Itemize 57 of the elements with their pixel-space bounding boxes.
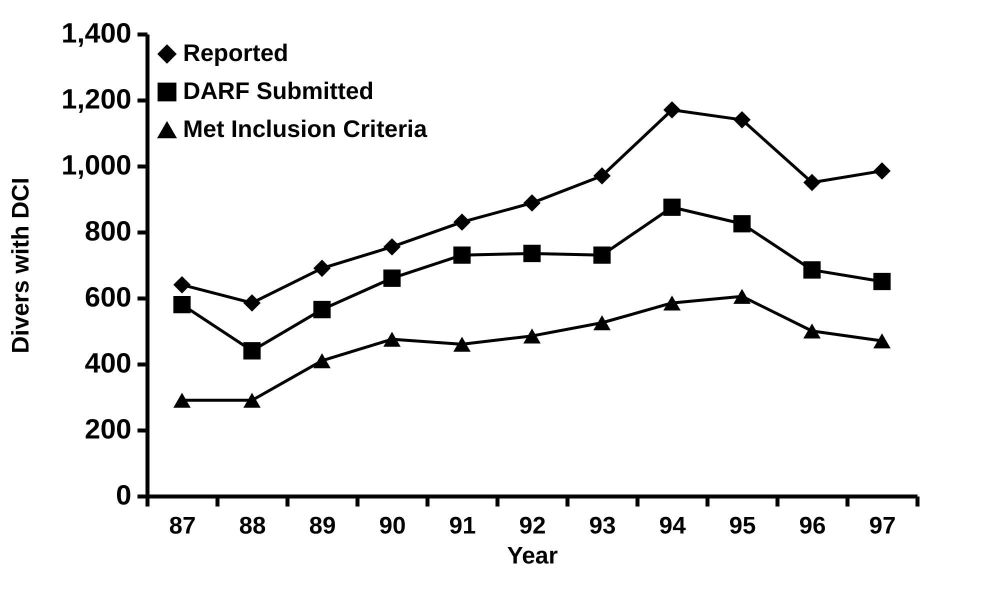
y-tick-label: 1,200 bbox=[61, 84, 132, 114]
point bbox=[803, 261, 821, 279]
y-tick-label: 1,400 bbox=[61, 18, 132, 48]
point bbox=[523, 244, 541, 262]
x-tick-label: 95 bbox=[729, 512, 756, 540]
y-tick-label: 1,000 bbox=[61, 150, 132, 180]
point bbox=[173, 392, 191, 408]
x-tick-label: 97 bbox=[869, 512, 896, 540]
legend-label: Reported bbox=[183, 40, 288, 67]
point bbox=[733, 215, 751, 232]
point bbox=[733, 288, 751, 304]
point bbox=[313, 300, 331, 318]
point bbox=[383, 270, 401, 287]
x-tick-label: 94 bbox=[659, 512, 686, 540]
point bbox=[383, 238, 401, 256]
point bbox=[593, 315, 611, 330]
point bbox=[873, 162, 891, 180]
y-axis-title: Divers with DCI bbox=[7, 177, 34, 354]
y-tick-label: 800 bbox=[84, 216, 132, 246]
point bbox=[313, 260, 331, 277]
point bbox=[453, 246, 471, 264]
x-tick-label: 87 bbox=[169, 512, 196, 540]
legend-label: DARF Submitted bbox=[183, 78, 374, 105]
x-tick-label: 89 bbox=[309, 512, 336, 540]
point bbox=[243, 392, 261, 408]
point bbox=[733, 111, 751, 128]
x-tick-label: 88 bbox=[239, 512, 266, 540]
x-tick-label: 93 bbox=[589, 512, 616, 540]
point bbox=[173, 296, 191, 314]
y-tick-label: 600 bbox=[84, 282, 132, 312]
point bbox=[243, 294, 261, 312]
y-tick-label: 400 bbox=[84, 348, 132, 378]
point bbox=[453, 336, 471, 352]
point bbox=[663, 295, 681, 310]
point bbox=[593, 246, 611, 264]
point bbox=[523, 328, 541, 344]
y-tick-label: 0 bbox=[116, 480, 132, 510]
point bbox=[663, 198, 681, 216]
point bbox=[313, 353, 331, 368]
point bbox=[173, 276, 191, 294]
y-tick-label: 200 bbox=[84, 414, 132, 444]
point bbox=[803, 174, 821, 192]
point bbox=[593, 167, 611, 185]
legend-label: Met Inclusion Criteria bbox=[183, 116, 428, 143]
point bbox=[453, 213, 471, 231]
point bbox=[873, 333, 891, 348]
point bbox=[803, 324, 821, 338]
x-tick-label: 96 bbox=[799, 512, 826, 540]
point bbox=[523, 194, 541, 212]
point bbox=[243, 342, 261, 360]
x-tick-label: 91 bbox=[449, 512, 476, 540]
x-axis-title: Year bbox=[507, 542, 558, 570]
point bbox=[383, 332, 401, 347]
x-tick-label: 90 bbox=[379, 512, 406, 540]
point bbox=[663, 101, 681, 119]
x-tick-label: 92 bbox=[519, 512, 546, 540]
point bbox=[873, 272, 891, 290]
